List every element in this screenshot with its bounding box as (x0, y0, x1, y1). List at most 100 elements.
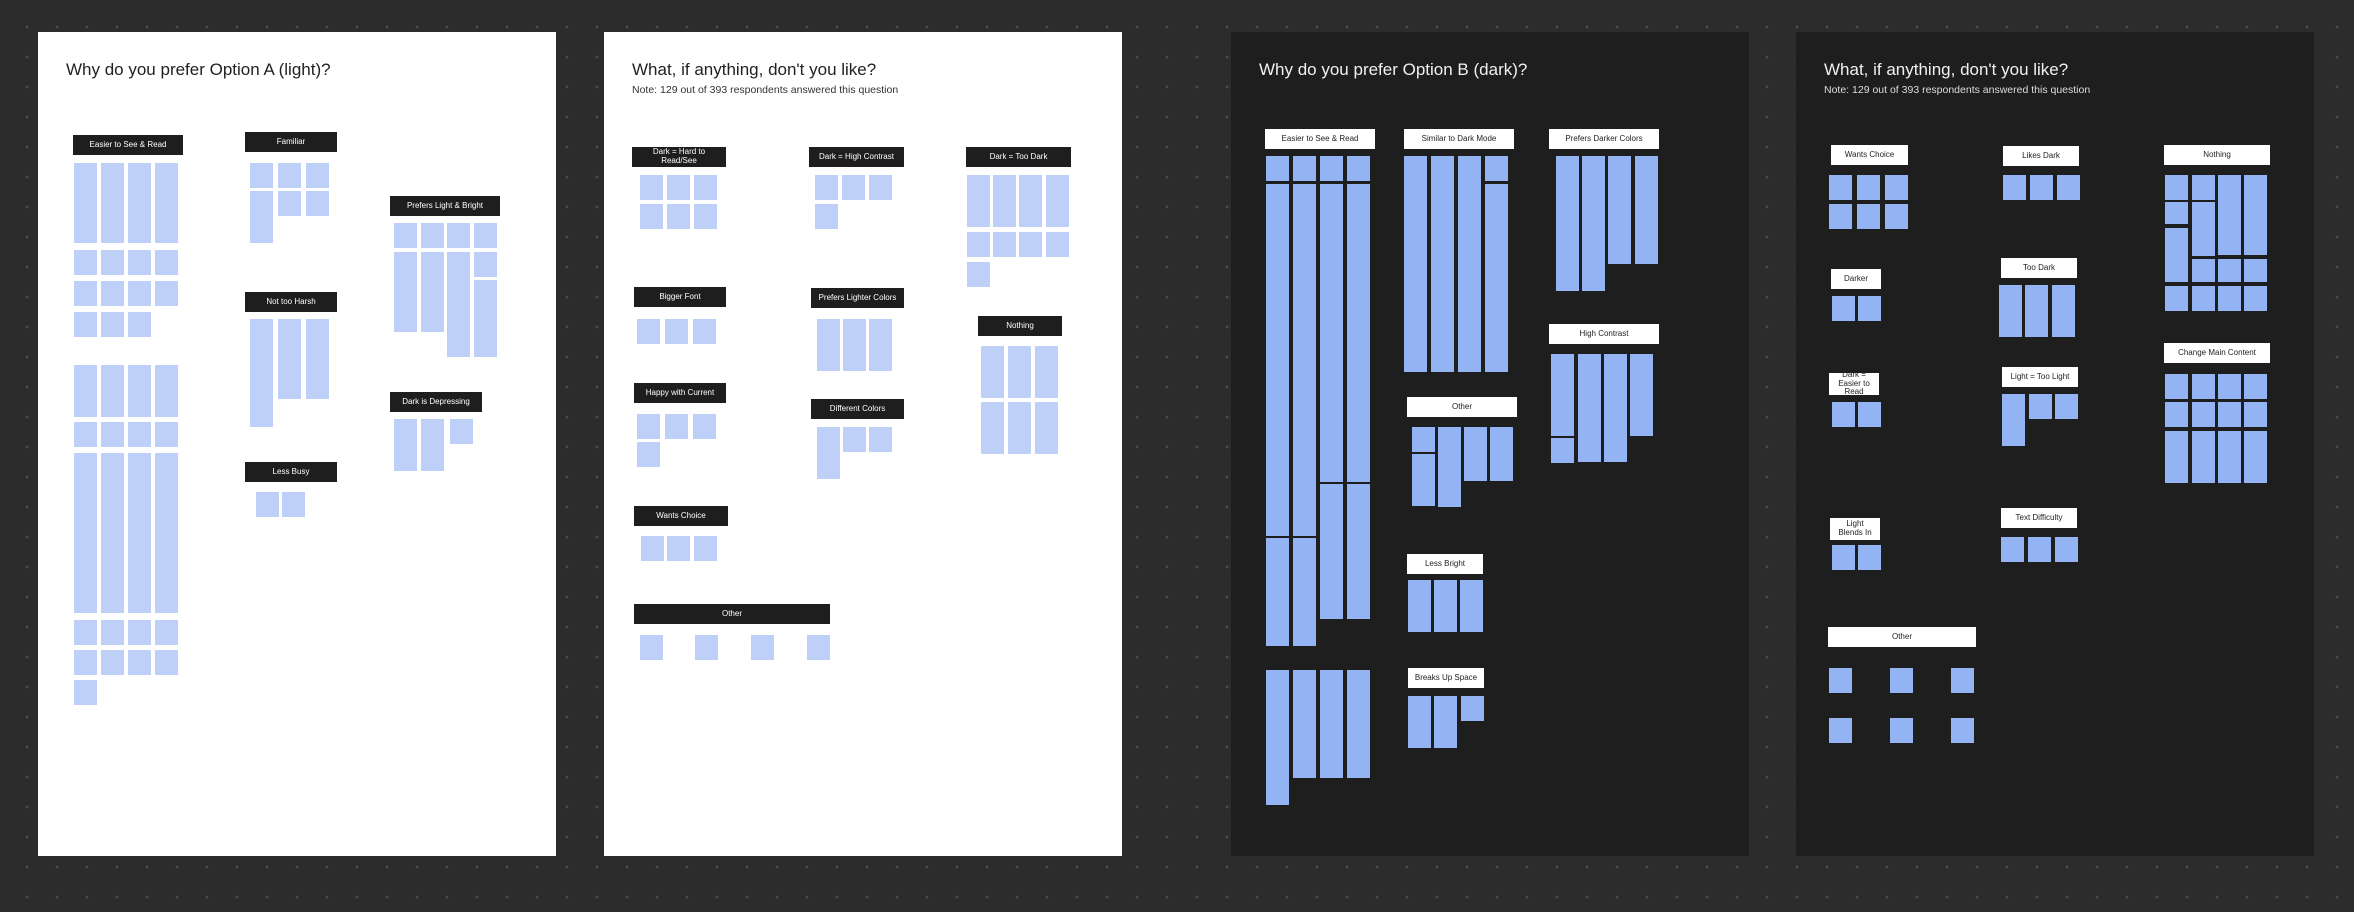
sticky-note[interactable] (394, 223, 417, 248)
sticky-note[interactable] (1829, 668, 1852, 693)
sticky-note[interactable] (667, 175, 690, 200)
sticky-note[interactable] (2192, 374, 2215, 399)
cluster-label[interactable]: Dark = High Contrast (809, 147, 904, 167)
sticky-note[interactable] (981, 402, 1004, 454)
sticky-note[interactable] (1046, 175, 1069, 227)
sticky-note[interactable] (1608, 156, 1631, 264)
sticky-note[interactable] (128, 422, 151, 447)
sticky-note[interactable] (1347, 670, 1370, 778)
sticky-note[interactable] (640, 635, 663, 660)
sticky-note[interactable] (1412, 454, 1435, 506)
sticky-note[interactable] (74, 453, 97, 613)
cluster-label[interactable]: Prefers Lighter Colors (811, 288, 904, 308)
sticky-note[interactable] (101, 250, 124, 275)
sticky-note[interactable] (2002, 394, 2025, 446)
sticky-note[interactable] (1485, 156, 1508, 181)
cluster-label[interactable]: Other (1828, 627, 1976, 647)
sticky-note[interactable] (128, 250, 151, 275)
sticky-note[interactable] (1266, 156, 1289, 181)
sticky-note[interactable] (2165, 202, 2188, 224)
sticky-note[interactable] (394, 419, 417, 471)
sticky-note[interactable] (1635, 156, 1658, 264)
sticky-note[interactable] (1951, 668, 1974, 693)
sticky-note[interactable] (694, 536, 717, 561)
cluster-label[interactable]: Bigger Font (634, 287, 726, 307)
sticky-note[interactable] (128, 312, 151, 337)
sticky-note[interactable] (640, 204, 663, 229)
sticky-note[interactable] (1347, 184, 1370, 482)
sticky-note[interactable] (693, 319, 716, 344)
sticky-note[interactable] (695, 635, 718, 660)
sticky-note[interactable] (1431, 156, 1454, 372)
sticky-note[interactable] (2192, 286, 2215, 311)
sticky-note[interactable] (101, 281, 124, 306)
sticky-note[interactable] (101, 453, 124, 613)
cluster-label[interactable]: Happy with Current (634, 383, 726, 403)
sticky-note[interactable] (665, 319, 688, 344)
sticky-note[interactable] (421, 419, 444, 471)
sticky-note[interactable] (447, 223, 470, 248)
sticky-note[interactable] (967, 232, 990, 257)
sticky-note[interactable] (128, 620, 151, 645)
sticky-note[interactable] (2244, 431, 2267, 483)
cluster-label[interactable]: Light Blends In (1830, 518, 1880, 540)
sticky-note[interactable] (155, 620, 178, 645)
sticky-note[interactable] (250, 163, 273, 188)
sticky-note[interactable] (306, 163, 329, 188)
sticky-note[interactable] (2052, 285, 2075, 337)
sticky-note[interactable] (2029, 394, 2052, 419)
sticky-note[interactable] (74, 312, 97, 337)
sticky-note[interactable] (1438, 427, 1461, 507)
sticky-note[interactable] (843, 319, 866, 371)
cluster-label[interactable]: Dark is Depressing (390, 392, 482, 412)
sticky-note[interactable] (637, 414, 660, 439)
sticky-note[interactable] (637, 442, 660, 467)
frame-option-a-like[interactable]: Why do you prefer Option A (light)? Easi… (38, 32, 556, 856)
frame-option-b-dislike[interactable]: What, if anything, don't you like? Note:… (1796, 32, 2314, 856)
sticky-note[interactable] (1266, 670, 1289, 805)
sticky-note[interactable] (869, 427, 892, 452)
sticky-note[interactable] (74, 620, 97, 645)
sticky-note[interactable] (2192, 175, 2215, 200)
sticky-note[interactable] (74, 163, 97, 243)
sticky-note[interactable] (101, 650, 124, 675)
sticky-note[interactable] (1347, 484, 1370, 619)
sticky-note[interactable] (1829, 175, 1852, 200)
cluster-label[interactable]: Nothing (2164, 145, 2270, 165)
sticky-note[interactable] (1266, 184, 1289, 536)
frame-option-a-dislike[interactable]: What, if anything, don't you like? Note:… (604, 32, 1122, 856)
sticky-note[interactable] (637, 319, 660, 344)
sticky-note[interactable] (1404, 156, 1427, 372)
sticky-note[interactable] (474, 280, 497, 357)
sticky-note[interactable] (155, 650, 178, 675)
cluster-label[interactable]: Easier to See & Read (1265, 129, 1375, 149)
sticky-note[interactable] (128, 281, 151, 306)
sticky-note[interactable] (2244, 286, 2267, 311)
sticky-note[interactable] (1551, 354, 1574, 436)
sticky-note[interactable] (1320, 156, 1343, 181)
sticky-note[interactable] (2055, 394, 2078, 419)
cluster-label[interactable]: Dark = Too Dark (966, 147, 1071, 167)
sticky-note[interactable] (101, 620, 124, 645)
sticky-note[interactable] (421, 252, 444, 332)
cluster-label[interactable]: Easier to See & Read (73, 135, 183, 155)
sticky-note[interactable] (306, 319, 329, 399)
sticky-note[interactable] (1293, 670, 1316, 778)
sticky-note[interactable] (2192, 202, 2215, 256)
cluster-label[interactable]: High Contrast (1549, 324, 1659, 344)
cluster-label[interactable]: Similar to Dark Mode (1404, 129, 1514, 149)
sticky-note[interactable] (1320, 670, 1343, 778)
sticky-note[interactable] (74, 281, 97, 306)
cluster-label[interactable]: Light = Too Light (2002, 367, 2078, 387)
sticky-note[interactable] (1266, 538, 1289, 646)
sticky-note[interactable] (1434, 696, 1457, 748)
sticky-note[interactable] (1885, 204, 1908, 229)
cluster-label[interactable]: Breaks Up Space (1408, 668, 1484, 688)
sticky-note[interactable] (1019, 175, 1042, 227)
sticky-note[interactable] (641, 536, 664, 561)
cluster-label[interactable]: Less Busy (245, 462, 337, 482)
sticky-note[interactable] (1857, 175, 1880, 200)
cluster-label[interactable]: Less Bright (1407, 554, 1483, 574)
sticky-note[interactable] (1485, 184, 1508, 372)
sticky-note[interactable] (2218, 402, 2241, 427)
